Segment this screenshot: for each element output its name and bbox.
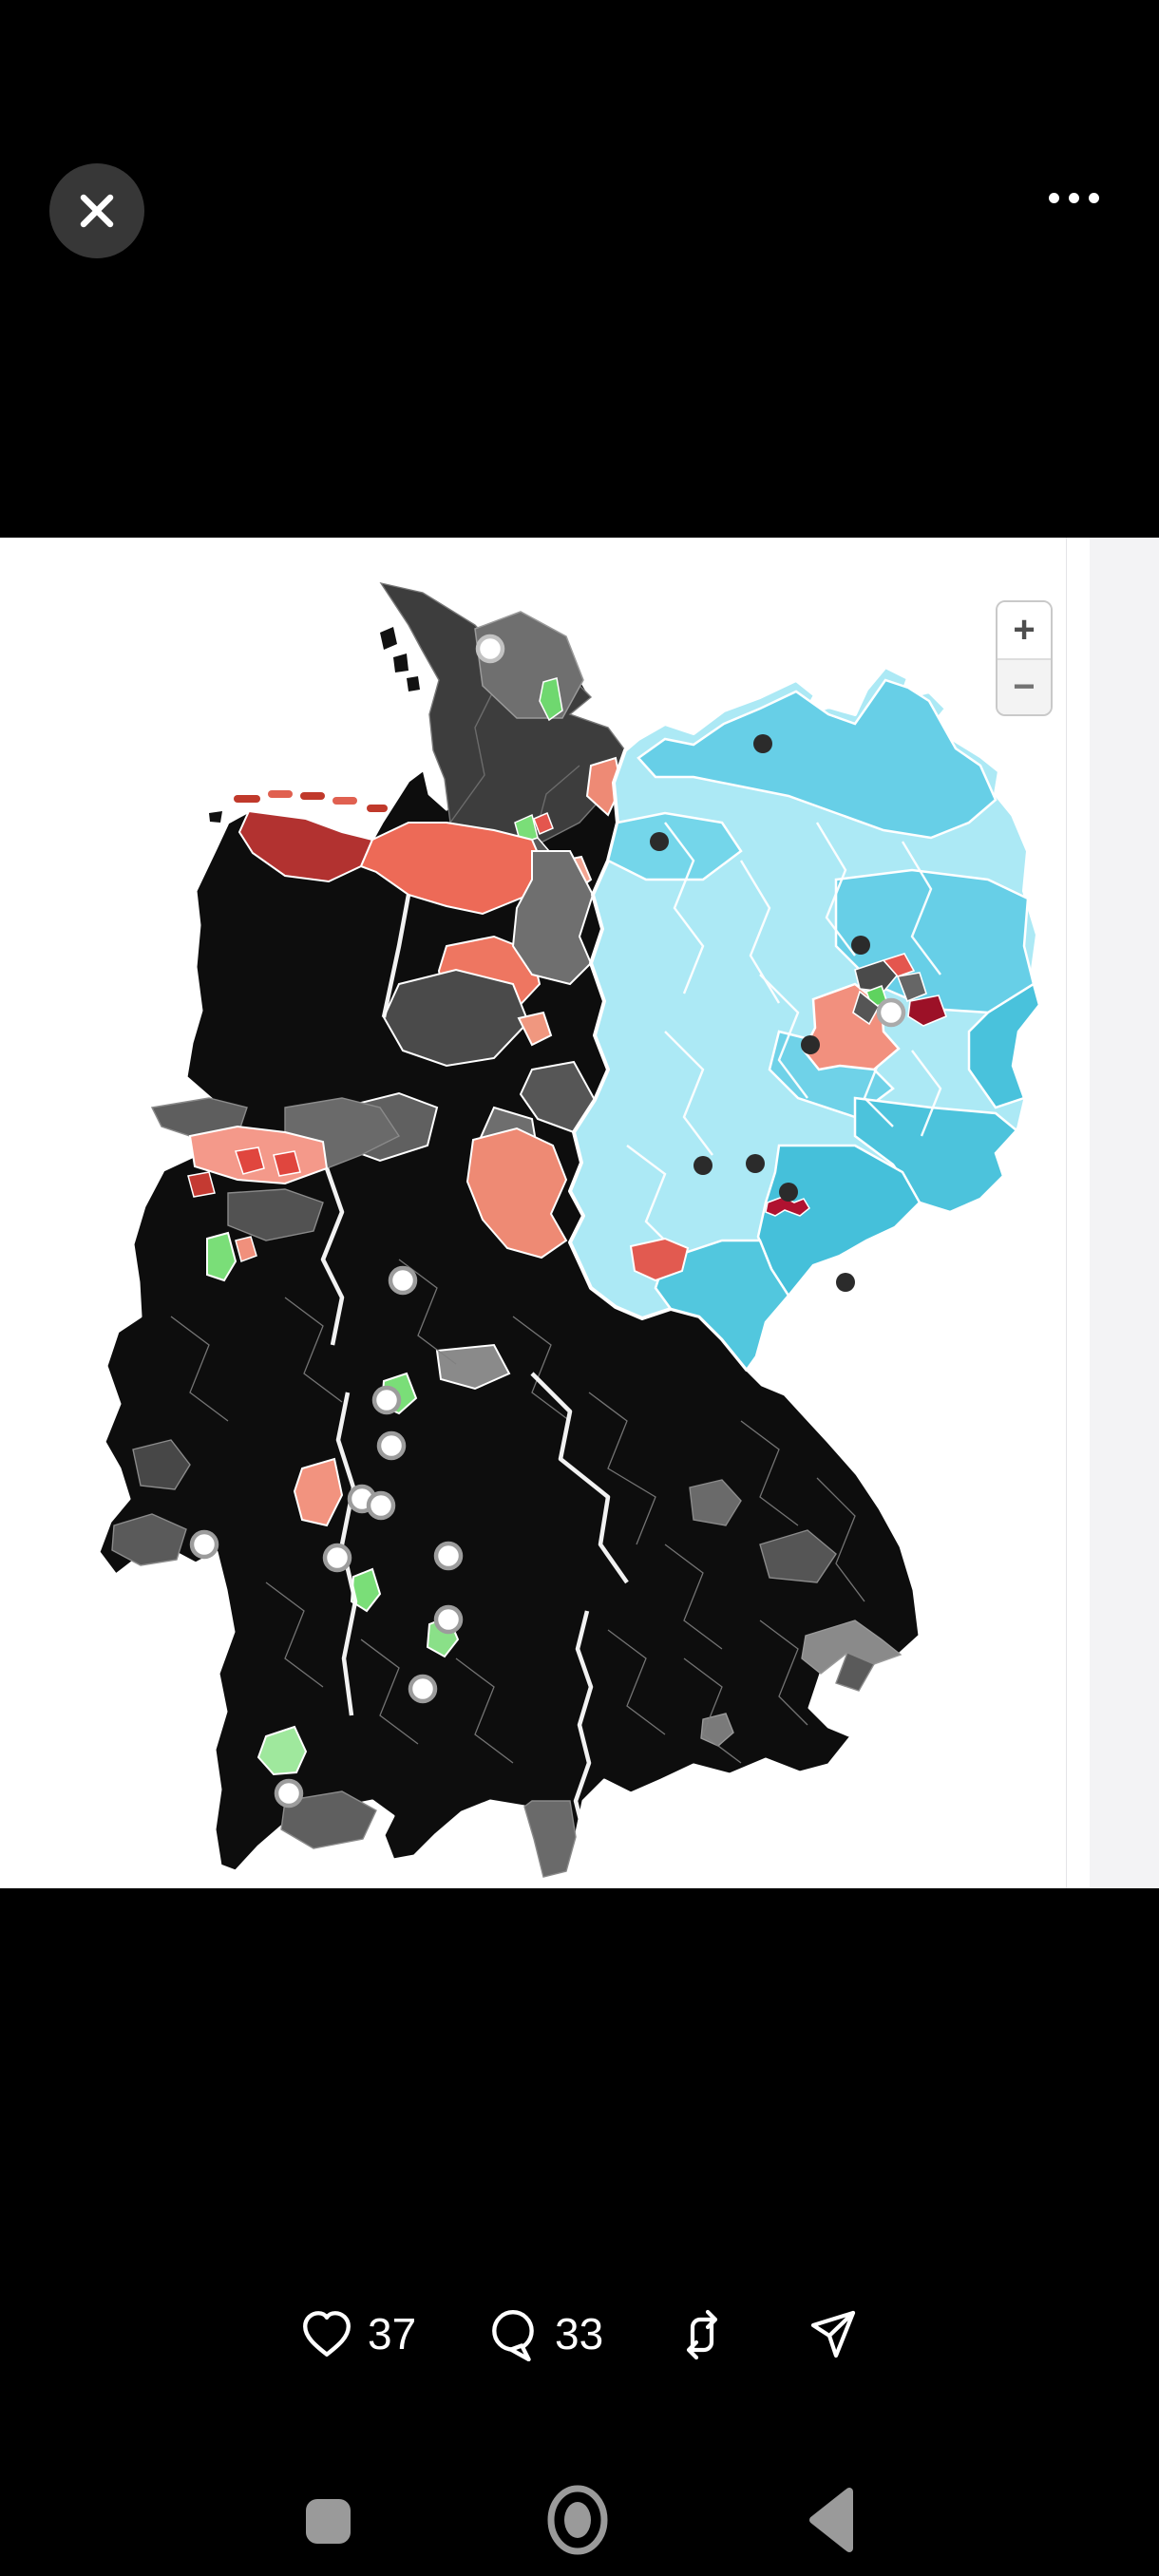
more-options-button[interactable]	[1037, 179, 1110, 217]
like-button[interactable]: 37	[299, 2308, 416, 2359]
east-city-dots	[650, 734, 870, 1292]
action-bar: 37 33	[0, 2299, 1159, 2384]
scrollbar-track[interactable]	[1066, 538, 1091, 1888]
west-city-markers	[189, 634, 906, 1809]
comment-button[interactable]: 33	[486, 2306, 603, 2361]
germany-election-map[interactable]	[0, 538, 1066, 1888]
like-count: 37	[368, 2309, 417, 2358]
repost-button[interactable]	[675, 2308, 729, 2361]
comment-icon	[492, 2310, 534, 2361]
recents-button[interactable]	[306, 2499, 351, 2544]
heart-icon	[303, 2311, 351, 2357]
share-button[interactable]	[806, 2308, 859, 2361]
comment-count: 33	[555, 2309, 604, 2358]
ellipsis-icon	[1048, 192, 1059, 203]
back-button[interactable]	[808, 2486, 853, 2554]
repost-icon	[686, 2309, 718, 2360]
share-icon	[810, 2310, 856, 2358]
close-icon	[80, 194, 114, 228]
close-button[interactable]	[49, 163, 144, 258]
ellipsis-icon	[1068, 192, 1079, 203]
home-button[interactable]	[540, 2479, 616, 2561]
ellipsis-icon	[1088, 192, 1099, 203]
map-image	[97, 581, 1041, 1879]
android-nav-bar	[0, 2470, 1159, 2576]
map-zoom-control: + −	[996, 600, 1053, 716]
zoom-in-button[interactable]: +	[998, 602, 1051, 658]
media-panel: + −	[0, 538, 1159, 1888]
panel-margin	[1090, 538, 1159, 1888]
zoom-out-button[interactable]: −	[998, 658, 1051, 714]
